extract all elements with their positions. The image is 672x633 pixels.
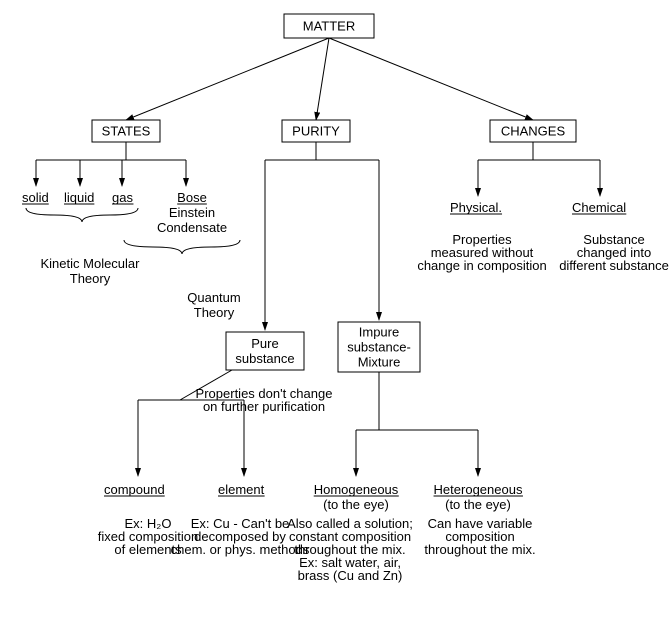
- node-states-line0: STATES: [102, 124, 151, 139]
- node-impure-line0: Impure: [359, 325, 399, 340]
- node-compound-line0: compound: [104, 482, 165, 497]
- node-kmt-line1: Theory: [70, 271, 111, 286]
- node-physical_desc: Propertiesmeasured withoutchange in comp…: [417, 232, 546, 273]
- node-matter: MATTER: [284, 14, 374, 38]
- node-qt-line0: Quantum: [187, 290, 240, 305]
- node-chemical_desc-line2: different substance: [559, 258, 669, 273]
- node-kmt: Kinetic MolecularTheory: [41, 256, 141, 286]
- node-changes-line0: CHANGES: [501, 124, 566, 139]
- node-hetero_desc-line2: throughout the mix.: [424, 542, 535, 557]
- node-chemical-line0: Chemical: [572, 200, 626, 215]
- node-homo-line0: Homogeneous: [314, 482, 399, 497]
- node-bose-line1: Einstein: [169, 205, 215, 220]
- node-element: element: [218, 482, 265, 497]
- node-hetero_desc: Can have variablecompositionthroughout t…: [424, 516, 535, 557]
- node-gas: gas: [112, 190, 133, 205]
- node-homo_desc: Also called a solution;constant composit…: [287, 516, 413, 583]
- node-pure-line1: substance: [235, 351, 294, 366]
- node-homo: Homogeneous(to the eye): [314, 482, 399, 512]
- node-chemical: Chemical: [572, 200, 626, 215]
- node-hetero-line1: (to the eye): [445, 497, 511, 512]
- node-impure-line2: Mixture: [358, 355, 401, 370]
- node-bose-line2: Condensate: [157, 220, 227, 235]
- node-pure_desc: Properties don't changeon further purifi…: [196, 386, 333, 414]
- brace: [26, 208, 138, 222]
- node-purity-line0: PURITY: [292, 124, 340, 139]
- edge: [329, 38, 533, 120]
- node-element-line0: element: [218, 482, 265, 497]
- brace: [124, 240, 240, 254]
- node-changes: CHANGES: [490, 120, 576, 142]
- node-solid: solid: [22, 190, 49, 205]
- node-solid-line0: solid: [22, 190, 49, 205]
- node-pure: Puresubstance: [226, 332, 304, 370]
- node-qt: QuantumTheory: [187, 290, 240, 320]
- node-liquid: liquid: [64, 190, 94, 205]
- node-liquid-line0: liquid: [64, 190, 94, 205]
- edge: [316, 38, 329, 120]
- node-kmt-line0: Kinetic Molecular: [41, 256, 141, 271]
- node-pure_desc-line1: on further purification: [203, 399, 325, 414]
- node-bose-line0: Bose: [177, 190, 207, 205]
- node-bose: BoseEinsteinCondensate: [157, 190, 227, 235]
- node-impure: Impuresubstance-Mixture: [338, 322, 420, 372]
- node-impure-line1: substance-: [347, 340, 411, 355]
- node-physical: Physical.: [450, 200, 502, 215]
- node-homo_desc-line4: brass (Cu and Zn): [298, 568, 403, 583]
- node-gas-line0: gas: [112, 190, 133, 205]
- matter-flowchart: MATTER STATES PURITY CHANGES solid liquid gas B…: [0, 0, 672, 633]
- node-physical_desc-line2: change in composition: [417, 258, 546, 273]
- edge: [126, 38, 329, 120]
- node-purity: PURITY: [282, 120, 350, 142]
- node-qt-line1: Theory: [194, 305, 235, 320]
- node-homo-line1: (to the eye): [323, 497, 389, 512]
- node-physical-line0: Physical.: [450, 200, 502, 215]
- node-states: STATES: [92, 120, 160, 142]
- node-element_desc-line2: chem. or phys. methods: [171, 542, 310, 557]
- node-compound: compound: [104, 482, 165, 497]
- node-hetero: Heterogeneous(to the eye): [434, 482, 523, 512]
- node-matter-line0: MATTER: [303, 19, 355, 34]
- node-pure-line0: Pure: [251, 336, 278, 351]
- node-chemical_desc: Substancechanged intodifferent substance: [559, 232, 669, 273]
- node-hetero-line0: Heterogeneous: [434, 482, 523, 497]
